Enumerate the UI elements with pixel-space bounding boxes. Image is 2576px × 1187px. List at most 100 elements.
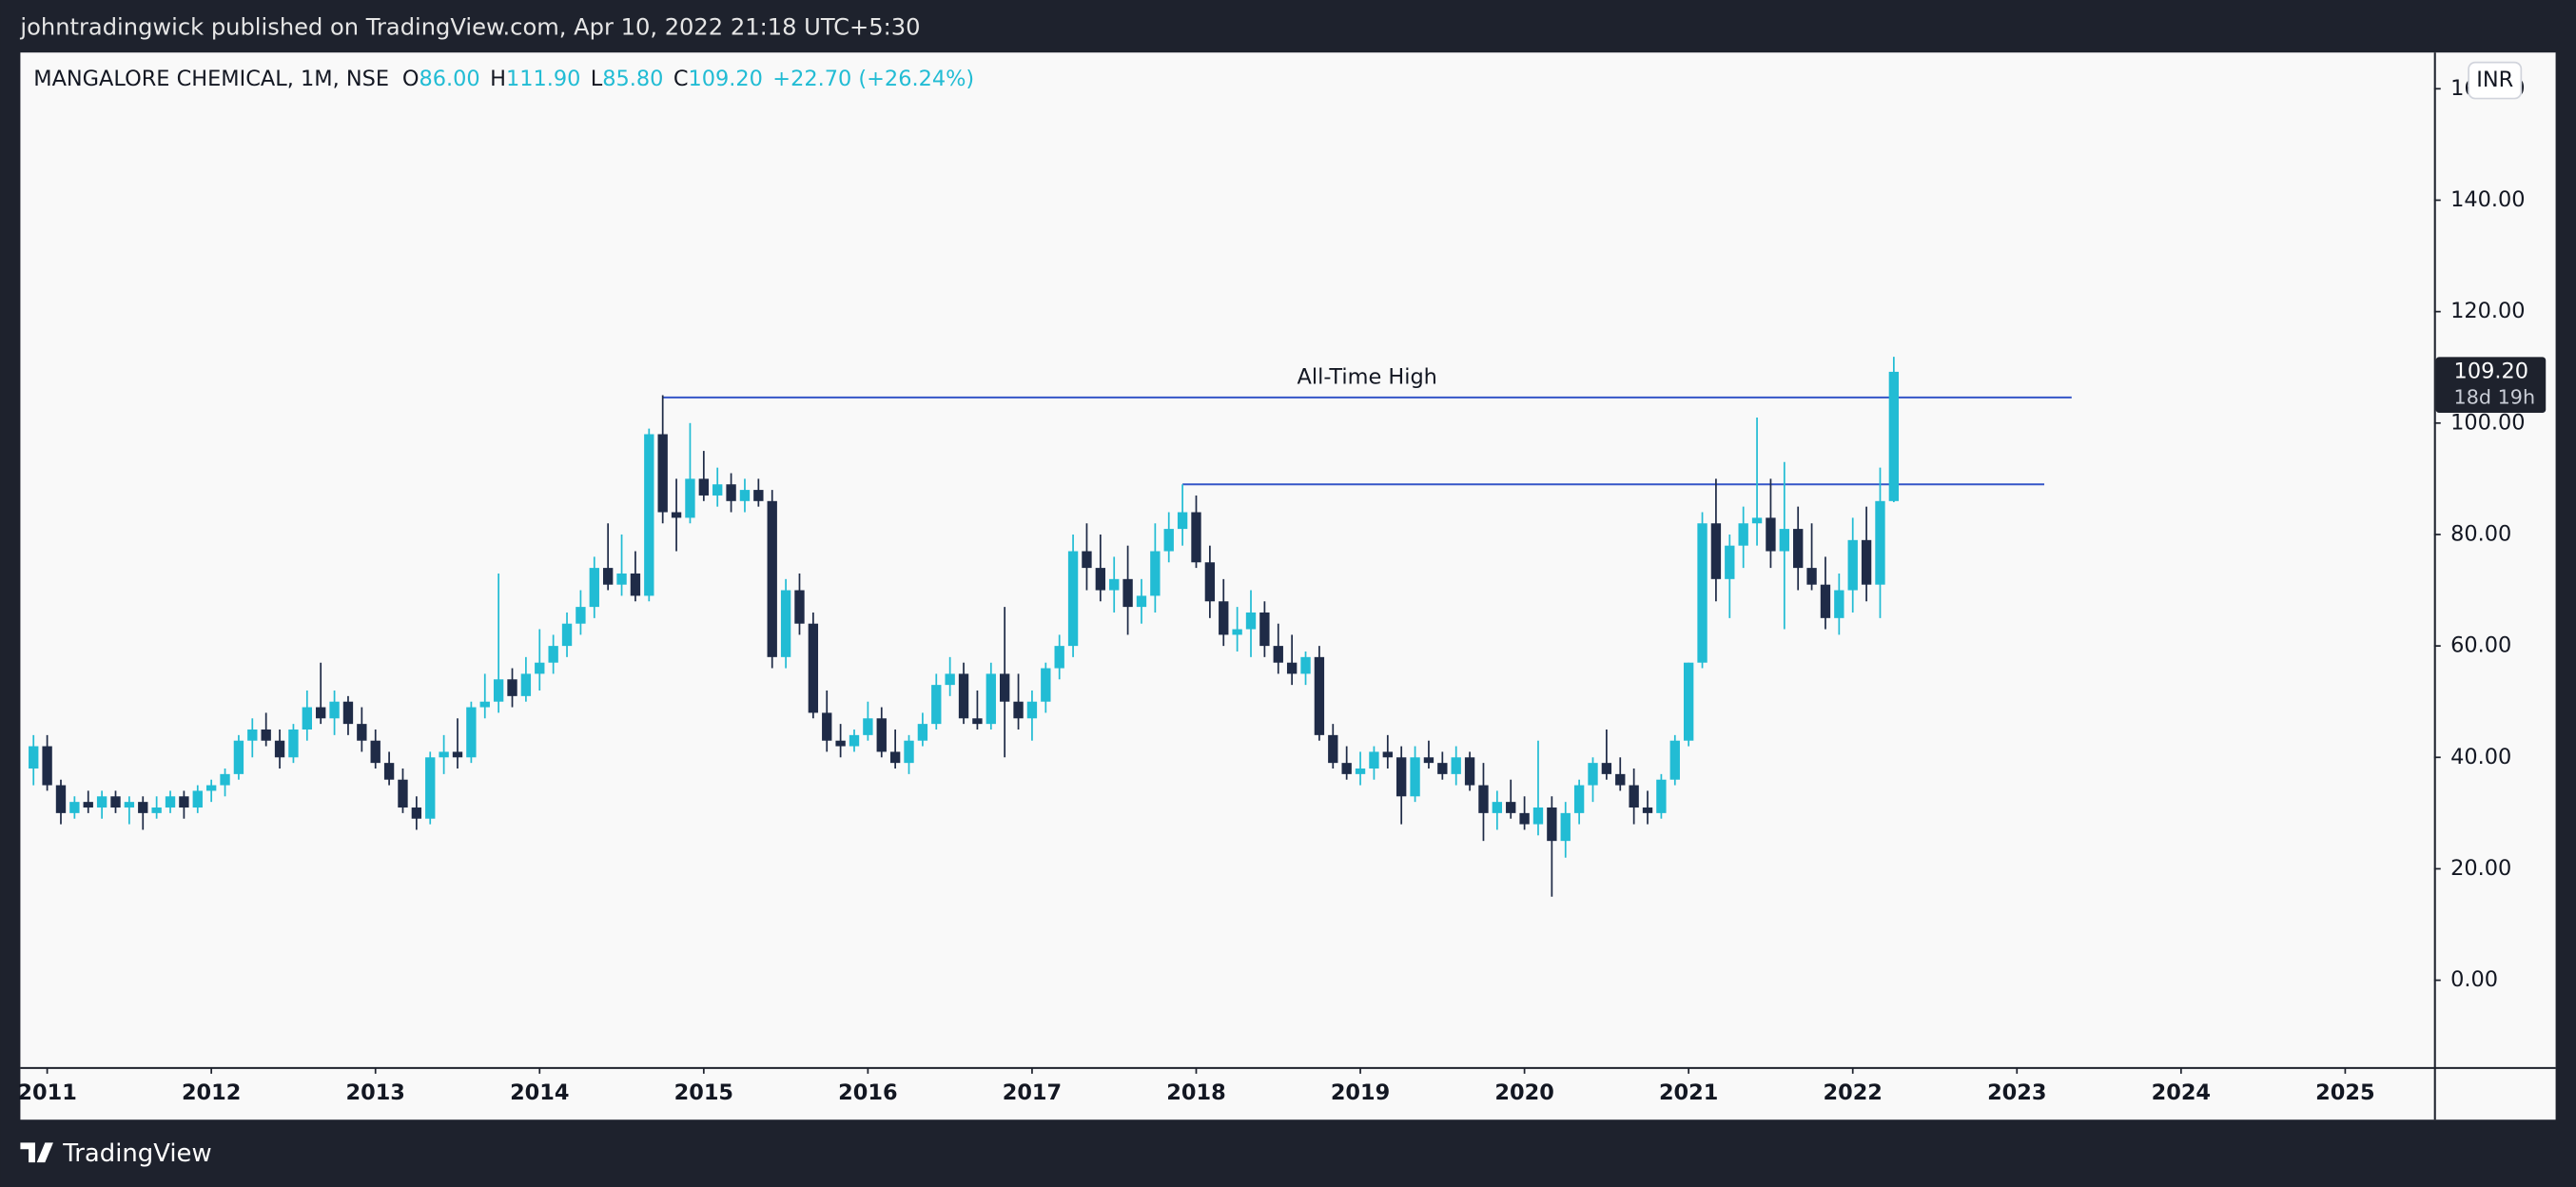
candle-body	[466, 707, 477, 758]
candle-body	[165, 796, 176, 808]
legend-change: +22.70 (+26.24%)	[772, 66, 974, 90]
candle-body	[1560, 812, 1571, 842]
candle-body	[1122, 578, 1133, 608]
candle-body	[1219, 601, 1229, 635]
candle-body	[1382, 751, 1393, 758]
candle-body	[205, 785, 217, 791]
candle-body	[302, 707, 312, 730]
x-tick-label: 2014	[510, 1080, 569, 1105]
logo-mark	[20, 1142, 53, 1163]
candle-body	[698, 478, 710, 496]
candle-body	[1506, 802, 1516, 813]
candle-body	[1013, 701, 1024, 719]
last-price-box	[2435, 357, 2547, 414]
candle-body	[1259, 612, 1270, 647]
candle-body	[179, 796, 189, 808]
candle-body	[1410, 757, 1420, 797]
candle-body	[1547, 808, 1557, 842]
candle-body	[904, 740, 914, 764]
candle-body	[1109, 578, 1120, 591]
candle-body	[192, 790, 203, 808]
candle-body	[1232, 629, 1242, 635]
x-tick-label: 2015	[674, 1080, 733, 1105]
currency: INR	[2476, 68, 2513, 92]
candle-body	[794, 590, 805, 624]
candle-body	[863, 718, 873, 735]
candle-body	[1793, 529, 1804, 569]
candle-body	[96, 796, 107, 808]
candle-body	[1710, 523, 1722, 579]
candle-body	[398, 779, 408, 808]
candle-body	[1054, 646, 1064, 669]
x-tick-label: 2023	[1987, 1080, 2046, 1105]
candle-body	[1683, 662, 1694, 741]
legend: MANGALORE CHEMICAL, 1M, NSE O86.00 H111.90…	[33, 66, 974, 90]
candle-body	[739, 490, 751, 501]
candle-body	[1642, 808, 1653, 813]
x-tick-label: 2020	[1494, 1080, 1553, 1105]
candle-body	[945, 673, 955, 686]
candle-body	[685, 478, 695, 518]
candle-body	[1451, 757, 1461, 774]
countdown: 18d 19h	[2454, 386, 2536, 409]
legend-value: 111.90	[506, 66, 580, 90]
legend-key: C	[673, 66, 689, 90]
candle-body	[1834, 590, 1844, 618]
candle-body	[1751, 517, 1763, 524]
candle-body	[138, 802, 148, 813]
candle-body	[1396, 757, 1407, 797]
candle-body	[316, 707, 326, 719]
legend-value: 86.00	[420, 66, 480, 90]
candle-body	[1888, 371, 1900, 501]
x-tick-label: 2024	[2152, 1080, 2211, 1105]
candle-body	[1355, 768, 1366, 774]
candle-body	[1669, 740, 1680, 780]
y-tick-label: 20.00	[2450, 856, 2511, 881]
logo: TradingView	[20, 1139, 212, 1168]
candle-body	[247, 729, 258, 741]
candle-body	[69, 802, 80, 813]
candle-body	[889, 751, 901, 764]
candle-body	[822, 712, 832, 741]
currency-badge	[2468, 61, 2523, 100]
legend-value: 85.80	[602, 66, 663, 90]
candle-body	[1300, 656, 1311, 674]
plot: All-Time High	[29, 357, 2072, 897]
candle-body	[493, 679, 504, 702]
candle-body	[1273, 646, 1283, 663]
candle-body	[1095, 568, 1106, 591]
x-tick-label: 2017	[1003, 1080, 1062, 1105]
y-tick-label: 40.00	[2450, 745, 2511, 769]
legend-key: O	[402, 66, 420, 90]
candle-body	[616, 573, 627, 585]
candle-body	[1341, 763, 1352, 774]
candle-body	[1163, 529, 1174, 552]
candle-body	[342, 701, 354, 725]
candle-body	[370, 740, 381, 764]
candle-body	[917, 724, 928, 741]
candle-body	[644, 434, 654, 596]
candle-body	[1082, 551, 1092, 569]
candle-body	[958, 673, 969, 719]
candle-body	[1067, 551, 1079, 647]
candle-body	[589, 568, 599, 608]
candle-body	[1601, 763, 1612, 774]
x-tick-label: 2013	[346, 1080, 405, 1105]
candle-body	[931, 685, 942, 725]
candle-body	[780, 590, 791, 657]
candle-body	[576, 607, 586, 624]
candle-body	[411, 808, 422, 819]
candle-body	[357, 724, 367, 741]
legend-key: L	[591, 66, 603, 90]
candle-body	[1532, 808, 1544, 825]
candle-body	[507, 679, 517, 696]
candle-body	[233, 740, 244, 774]
candle-body	[1245, 612, 1257, 630]
candle-body	[1041, 668, 1051, 702]
candle-body	[1806, 568, 1817, 585]
candle-body	[1423, 757, 1434, 764]
candle-body	[29, 746, 39, 769]
x-tick-label: 2012	[182, 1080, 241, 1105]
